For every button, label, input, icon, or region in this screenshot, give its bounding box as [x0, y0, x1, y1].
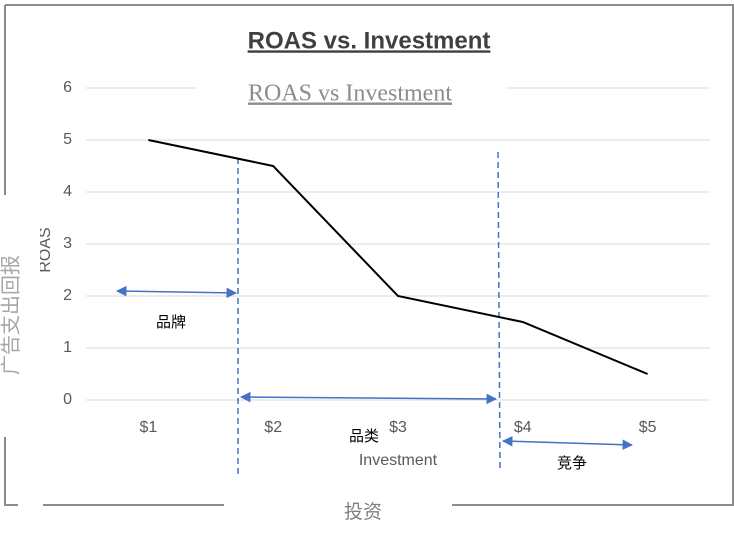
x-label-overlay: 投资	[344, 501, 382, 523]
y-tick-label: 0	[63, 391, 72, 408]
y-tick-label: 4	[63, 183, 72, 200]
x-tick-label: $5	[639, 419, 657, 436]
overlay-backdrop	[0, 200, 40, 430]
segment-label: 竞争	[557, 454, 587, 472]
grid	[86, 87, 710, 401]
x-tick-label: $4	[514, 419, 532, 436]
y-tick-label: 3	[63, 235, 72, 252]
x-tick-label: $3	[389, 419, 407, 436]
overlay-backdrop	[196, 78, 506, 112]
data-line	[148, 139, 648, 375]
chart-title: ROAS vs. Investment	[248, 27, 491, 54]
y-tick-label: 2	[63, 287, 72, 304]
y-tick-label: 5	[63, 131, 72, 148]
segment-label: 品类	[349, 428, 379, 445]
y-axis-label: ROAS	[37, 227, 54, 272]
title-overlay: ROAS vs Investment	[248, 81, 452, 107]
y-tick-label: 1	[63, 339, 72, 356]
chart-frame	[4, 4, 734, 506]
segment-label: 品牌	[156, 314, 186, 331]
x-tick-label: $2	[264, 419, 282, 436]
y-tick-label: 6	[63, 79, 72, 96]
annotation-shapes	[115, 151, 634, 475]
x-tick-label: $1	[140, 419, 158, 436]
y-label-overlay: 广告支出回报	[0, 255, 22, 375]
x-axis-label: Investment	[359, 452, 438, 469]
